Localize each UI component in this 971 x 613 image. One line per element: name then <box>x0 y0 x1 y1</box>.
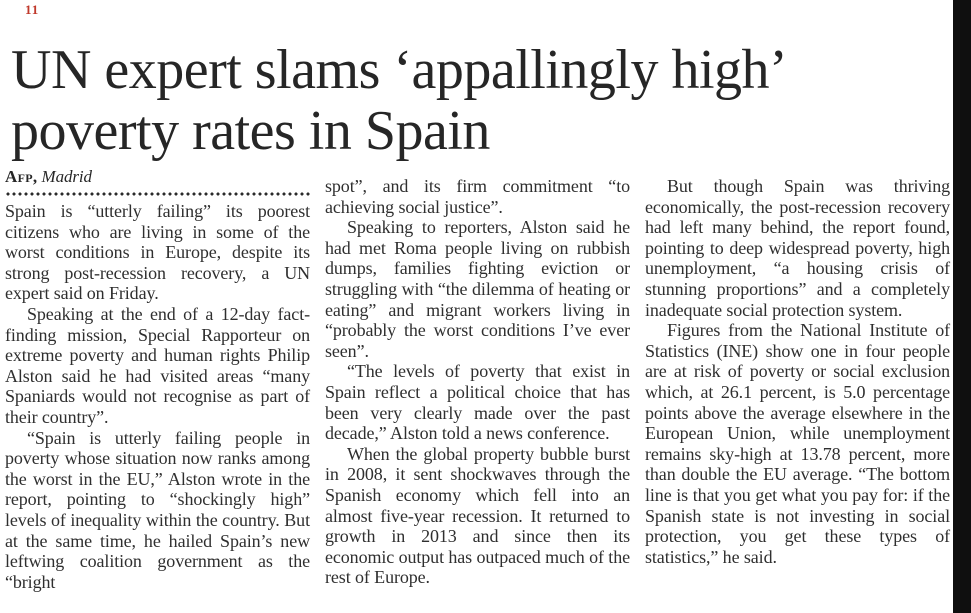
article-body: Afp, Madrid Spain is “utterly failing” i… <box>0 162 971 592</box>
column-2: spot”, and its firm commitment “to achie… <box>325 166 630 592</box>
paragraph: “Spain is utterly failing people in pove… <box>5 427 310 592</box>
column-3: But though Spain was thriving economical… <box>645 166 950 592</box>
headline-line-2: poverty rates in Spain <box>11 100 490 162</box>
byline: Afp, Madrid <box>5 166 310 187</box>
paragraph: spot”, and its firm commitment “to achie… <box>325 176 630 217</box>
headline-line-1: UN expert slams ‘appallingly high’ <box>11 39 788 101</box>
paragraph: Figures from the National Institute of S… <box>645 320 950 567</box>
column-1: Afp, Madrid Spain is “utterly failing” i… <box>5 166 310 592</box>
paragraph: Speaking at the end of a 12-day fact-fin… <box>5 303 310 427</box>
paragraph: But though Spain was thriving economical… <box>645 176 950 320</box>
paragraph: Spain is “utterly failing” its poorest c… <box>5 201 310 304</box>
article-headline: UN expert slams ‘appallingly high’ pover… <box>11 40 947 162</box>
byline-location: Madrid <box>41 167 93 186</box>
page-edge-bar <box>953 0 971 613</box>
byline-source: Afp, <box>5 167 38 186</box>
page-number-stamp: 11 <box>25 2 40 17</box>
paragraph: Speaking to reporters, Alston said he ha… <box>325 217 630 361</box>
dotted-divider <box>5 192 310 196</box>
paragraph: “The levels of poverty that exist in Spa… <box>325 361 630 444</box>
paragraph: When the global property bubble burst in… <box>325 443 630 588</box>
